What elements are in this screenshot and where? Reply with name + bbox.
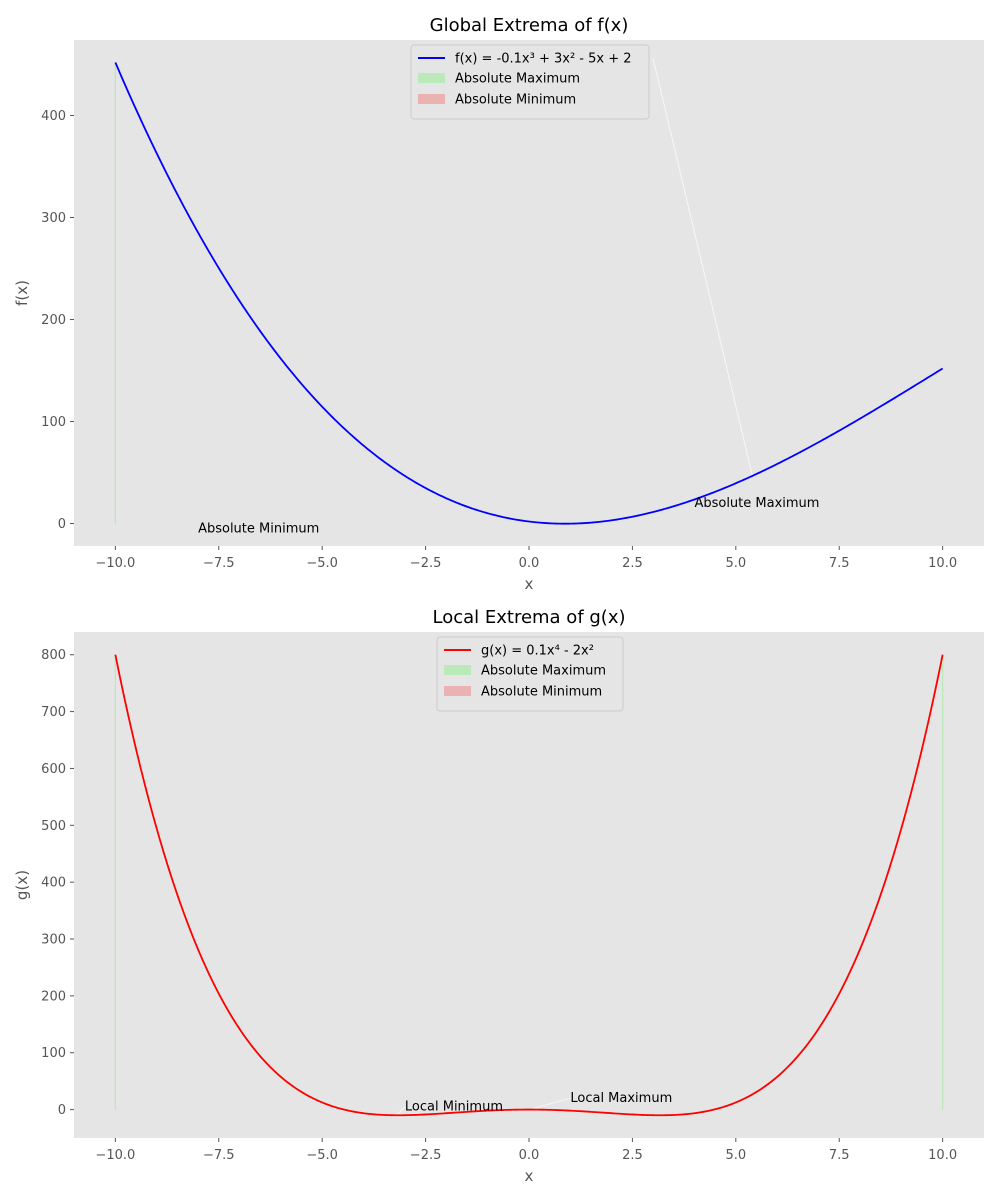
- legend-entry-maximum: Absolute Maximum: [481, 664, 606, 679]
- legend-patch-minimum: [444, 686, 471, 696]
- x-axis-ticks: −10.0 −7.5 −5.0 −2.5 0.0 2.5 5.0 7.5 10.0: [95, 1138, 957, 1163]
- annotation-arrow-layer: [396, 1097, 571, 1116]
- y-tick-label: 100: [41, 1046, 66, 1061]
- annotation-arrow: [396, 1106, 406, 1116]
- annotation-label: Absolute Minimum: [198, 522, 319, 537]
- y-tick-label: 200: [41, 313, 66, 328]
- x-tick-label: 0.0: [519, 556, 540, 571]
- plot-area: [74, 632, 984, 1138]
- x-tick-label: 2.5: [622, 556, 643, 571]
- y-tick-label: 200: [41, 989, 66, 1004]
- chart-title: Global Extrema of f(x): [430, 15, 629, 36]
- y-tick-label: 800: [41, 648, 66, 663]
- series-line-f: [114, 62, 944, 525]
- x-axis-ticks: −10.0 −7.5 −5.0 −2.5 0.0 2.5 5.0 7.5 10.0: [95, 546, 957, 571]
- x-tick-label: −7.5: [203, 1148, 235, 1163]
- legend: g(x) = 0.1x⁴ - 2x² Absolute Maximum Abso…: [436, 636, 624, 712]
- extrema-fill-layer: [114, 654, 944, 1110]
- plot-area: [74, 40, 984, 546]
- y-axis-ticks: 0 100 200 300 400 500 600 700 800: [41, 648, 74, 1118]
- chart-f: −10.0 −7.5 −5.0 −2.5 0.0 2.5 5.0 7.5 10.0 0 100 20…: [13, 15, 984, 593]
- annotation-arrow: [652, 58, 753, 476]
- chart-g: −10.0 −7.5 −5.0 −2.5 0.0 2.5 5.0 7.5 10.0 0 100 20…: [13, 607, 984, 1185]
- annotation-text-layer: Absolute Maximum Absolute Minimum: [198, 496, 819, 537]
- x-tick-label: −2.5: [410, 556, 442, 571]
- annotation-text-layer: Local Minimum Local Maximum: [405, 1091, 672, 1115]
- y-axis-label: g(x): [13, 870, 31, 900]
- legend-box: [410, 44, 650, 120]
- legend-entry-minimum: Absolute Minimum: [481, 685, 602, 700]
- y-tick-label: 400: [41, 876, 66, 891]
- annotation-label: Absolute Maximum: [694, 496, 819, 511]
- x-tick-label: −10.0: [95, 1148, 135, 1163]
- x-tick-label: 5.0: [725, 556, 746, 571]
- x-tick-label: −7.5: [203, 556, 235, 571]
- x-tick-label: 7.5: [829, 1148, 850, 1163]
- extrema-fill: [942, 654, 944, 1110]
- legend-patch-minimum: [418, 94, 445, 104]
- x-tick-label: 5.0: [725, 1148, 746, 1163]
- y-tick-label: 100: [41, 415, 66, 430]
- y-axis-ticks: 0 100 200 300 400: [41, 109, 74, 532]
- y-tick-label: 700: [41, 705, 66, 720]
- annotation-label: Local Minimum: [405, 1100, 503, 1115]
- annotation-label: Local Maximum: [570, 1091, 672, 1106]
- y-tick-label: 600: [41, 762, 66, 777]
- legend-entry-minimum: Absolute Minimum: [455, 93, 576, 108]
- extrema-fill: [114, 62, 116, 524]
- extrema-fill-layer: [114, 62, 116, 524]
- chart-title: Local Extrema of g(x): [432, 607, 625, 628]
- x-tick-label: 0.0: [519, 1148, 540, 1163]
- series-line-g: [114, 654, 944, 1117]
- y-tick-label: 300: [41, 211, 66, 226]
- x-tick-label: −10.0: [95, 556, 135, 571]
- legend: f(x) = -0.1x³ + 3x² - 5x + 2 Absolute Ma…: [410, 44, 650, 120]
- legend-patch-maximum: [444, 665, 471, 675]
- x-tick-label: −5.0: [306, 1148, 338, 1163]
- extrema-fill: [114, 654, 116, 1110]
- y-tick-label: 0: [58, 517, 66, 532]
- x-tick-label: −5.0: [306, 556, 338, 571]
- y-tick-label: 500: [41, 819, 66, 834]
- x-tick-label: 2.5: [622, 1148, 643, 1163]
- x-tick-label: 10.0: [928, 556, 957, 571]
- annotation-arrow-layer: [652, 58, 753, 476]
- x-tick-label: 7.5: [829, 556, 850, 571]
- legend-entry-series: g(x) = 0.1x⁴ - 2x²: [481, 644, 594, 659]
- x-axis-label: x: [525, 1167, 534, 1185]
- y-tick-label: 400: [41, 109, 66, 124]
- annotation-arrow: [528, 1097, 571, 1111]
- x-axis-label: x: [525, 575, 534, 593]
- y-tick-label: 0: [58, 1103, 66, 1118]
- x-tick-label: 10.0: [928, 1148, 957, 1163]
- legend-entry-maximum: Absolute Maximum: [455, 72, 580, 87]
- x-tick-label: −2.5: [410, 1148, 442, 1163]
- y-axis-label: f(x): [13, 280, 31, 306]
- legend-box: [436, 636, 624, 712]
- legend-patch-maximum: [418, 73, 445, 83]
- legend-entry-series: f(x) = -0.1x³ + 3x² - 5x + 2: [455, 52, 632, 67]
- y-tick-label: 300: [41, 933, 66, 948]
